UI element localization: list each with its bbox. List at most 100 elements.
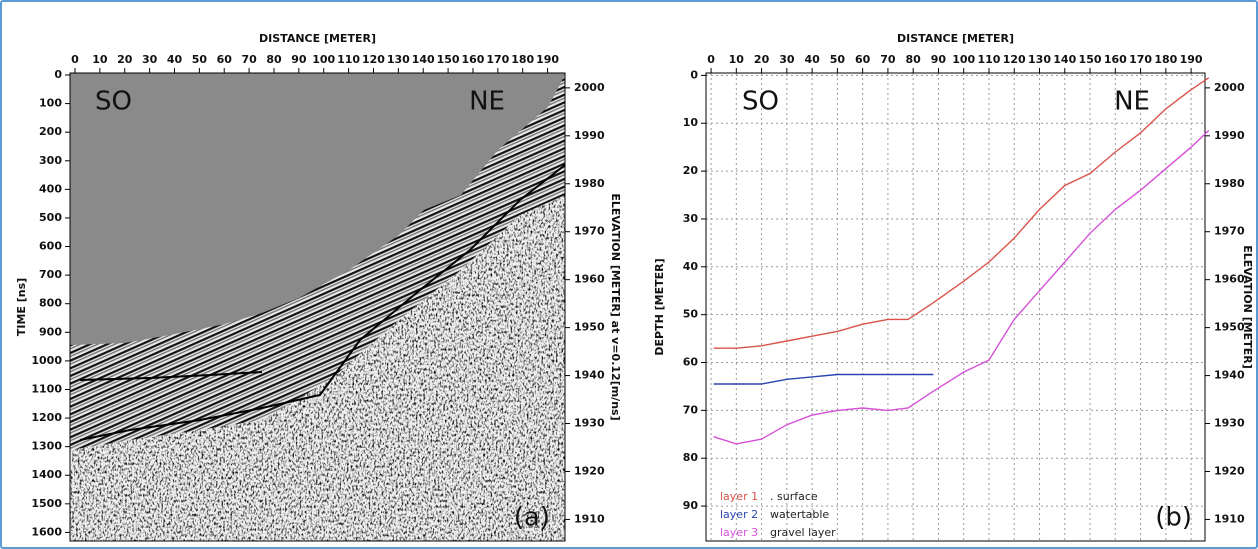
x-tick-label: 50 xyxy=(192,53,208,66)
x-tick-label: 180 xyxy=(1154,53,1177,66)
y-tick-label: 600 xyxy=(39,240,62,253)
x-tick-label: 160 xyxy=(1104,53,1127,66)
y2-tick-label: 2000 xyxy=(574,81,605,94)
y-tick-label: 1500 xyxy=(31,497,62,510)
x-tick-label: 190 xyxy=(536,53,559,66)
y2-tick-label: 1920 xyxy=(1214,464,1245,477)
x-tick-label: 100 xyxy=(952,53,975,66)
y2-axis-title: ELEVATION [METER] xyxy=(1241,245,1254,368)
legend-description: . surface xyxy=(770,490,818,503)
x-axis-title: DISTANCE [METER] xyxy=(897,32,1014,45)
x-tick-label: 180 xyxy=(511,53,534,66)
x-tick-label: 70 xyxy=(880,53,896,66)
y-axis-title: DEPTH [METER] xyxy=(653,258,666,355)
x-tick-label: 120 xyxy=(362,53,385,66)
y-tick-label: 60 xyxy=(683,356,699,369)
x-tick-label: 100 xyxy=(312,53,335,66)
y-tick-label: 900 xyxy=(39,325,62,338)
y-tick-label: 1400 xyxy=(31,468,62,481)
x-tick-label: 20 xyxy=(117,53,133,66)
y2-tick-label: 1910 xyxy=(574,512,605,525)
x-tick-label: 130 xyxy=(1028,53,1051,66)
y-tick-label: 1300 xyxy=(31,440,62,453)
grid xyxy=(706,73,1205,541)
x-tick-label: 130 xyxy=(387,53,410,66)
x-tick-label: 20 xyxy=(754,53,770,66)
legend-description: watertable xyxy=(770,508,829,521)
annotation: SO xyxy=(742,87,779,117)
x-tick-label: 0 xyxy=(71,53,79,66)
annotation: NE xyxy=(1114,87,1150,117)
x-tick-label: 120 xyxy=(1003,53,1026,66)
y2-tick-label: 1960 xyxy=(1214,273,1245,286)
y2-tick-label: 1910 xyxy=(1214,512,1245,525)
y-tick-label: 800 xyxy=(39,297,62,310)
y2-tick-label: 1970 xyxy=(574,225,605,238)
y2-tick-label: 2000 xyxy=(1214,81,1245,94)
x-tick-label: 140 xyxy=(1053,53,1076,66)
y-tick-label: 0 xyxy=(690,68,698,81)
y-tick-label: 200 xyxy=(39,125,62,138)
x-tick-label: 30 xyxy=(779,53,795,66)
x-tick-label: 30 xyxy=(142,53,158,66)
annotation: (b) xyxy=(1155,503,1192,533)
y-tick-label: 0 xyxy=(54,68,62,81)
y-tick-label: 1000 xyxy=(31,354,62,367)
x-tick-label: 60 xyxy=(855,53,871,66)
y2-axis-title: ELEVATION [METER] at v=0.12[m/ns] xyxy=(609,193,622,420)
x-tick-label: 10 xyxy=(729,53,745,66)
y2-tick-label: 1990 xyxy=(574,129,605,142)
series-line xyxy=(713,77,1210,349)
y-tick-label: 20 xyxy=(683,164,699,177)
x-tick-label: 140 xyxy=(412,53,435,66)
x-tick-label: 40 xyxy=(167,53,183,66)
y2-tick-label: 1940 xyxy=(574,369,605,382)
y-tick-label: 50 xyxy=(683,308,699,321)
y-tick-label: 500 xyxy=(39,211,62,224)
series-line xyxy=(713,373,934,385)
x-tick-label: 70 xyxy=(241,53,257,66)
y2-tick-label: 1980 xyxy=(574,177,605,190)
x-tick-label: 90 xyxy=(931,53,947,66)
x-tick-label: 90 xyxy=(291,53,307,66)
x-tick-label: 60 xyxy=(217,53,233,66)
y2-tick-label: 1930 xyxy=(1214,417,1245,430)
x-tick-label: 110 xyxy=(337,53,360,66)
plot-frame xyxy=(705,72,1206,542)
y-tick-label: 40 xyxy=(683,260,699,273)
y2-tick-label: 1990 xyxy=(1214,129,1245,142)
radargram-reflector xyxy=(79,371,263,381)
y-tick-label: 70 xyxy=(683,403,699,416)
series-line xyxy=(713,129,1210,445)
y-axis-title: TIME [ns] xyxy=(15,278,28,336)
x-tick-label: 170 xyxy=(486,53,509,66)
y2-tick-label: 1980 xyxy=(1214,177,1245,190)
annotation: (a) xyxy=(514,503,550,533)
x-tick-label: 160 xyxy=(461,53,484,66)
y-tick-label: 400 xyxy=(39,182,62,195)
y2-tick-label: 1950 xyxy=(574,321,605,334)
x-tick-label: 0 xyxy=(707,53,715,66)
y-tick-label: 300 xyxy=(39,154,62,167)
x-tick-label: 40 xyxy=(804,53,820,66)
y-tick-label: 10 xyxy=(683,116,699,129)
y-tick-label: 1600 xyxy=(31,525,62,538)
legend-name: layer 3 xyxy=(720,526,758,539)
x-axis-title: DISTANCE [METER] xyxy=(259,32,376,45)
x-tick-label: 110 xyxy=(977,53,1000,66)
legend-name: layer 1 xyxy=(720,490,758,503)
y2-tick-label: 1950 xyxy=(1214,321,1245,334)
y2-tick-label: 1940 xyxy=(1214,369,1245,382)
y2-tick-label: 1920 xyxy=(574,464,605,477)
x-tick-label: 150 xyxy=(1079,53,1102,66)
x-tick-label: 80 xyxy=(266,53,282,66)
y-tick-label: 1200 xyxy=(31,411,62,424)
annotation: SO xyxy=(95,87,132,117)
legend-description: gravel layer xyxy=(770,526,836,539)
x-tick-label: 50 xyxy=(830,53,846,66)
x-tick-label: 190 xyxy=(1180,53,1203,66)
plot-area xyxy=(706,73,1205,541)
